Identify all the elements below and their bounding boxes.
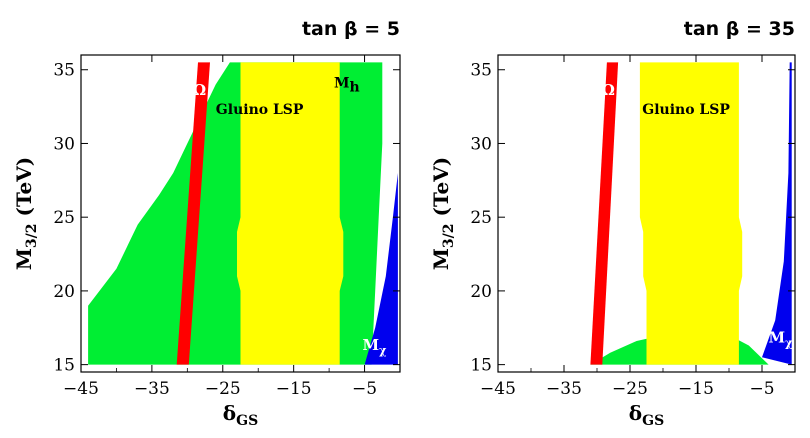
x-tick-label: −15 <box>276 379 312 399</box>
mchi-label-text: M <box>363 336 380 354</box>
x-tick-label: −5 <box>749 379 774 399</box>
x-axis-label: δGS <box>629 401 664 429</box>
gluino-label-text: Gluino LSP <box>216 102 304 118</box>
x-tick-label: −35 <box>546 379 582 399</box>
x-tick-label: −15 <box>678 379 714 399</box>
panel-title: tan β = 35 <box>684 18 795 40</box>
x-tick-label: −25 <box>205 379 241 399</box>
plot-frame <box>80 54 401 373</box>
y-axis-label-unit: (TeV) <box>429 157 453 224</box>
gluino-label: Gluino LSP <box>642 102 730 118</box>
y-tick-label: 25 <box>53 208 75 228</box>
y-axis-label: M3/2 (TeV) <box>429 157 457 270</box>
x-axis-label: δGS <box>223 401 258 429</box>
y-tick-label: 35 <box>53 61 75 81</box>
x-tick-label: −45 <box>480 379 516 399</box>
title-value: = 5 <box>364 18 400 40</box>
y-tick-label: 25 <box>470 208 492 228</box>
x-axis-label-sub: GS <box>642 413 664 429</box>
regions-group <box>590 62 792 365</box>
red-omega-band <box>590 62 619 365</box>
x-tick-label: −35 <box>134 379 170 399</box>
omega-label: Ω <box>602 81 615 99</box>
y-tick-label: 20 <box>53 282 75 302</box>
y-axis-label-main: M <box>429 248 453 270</box>
gluino-label-text: Gluino LSP <box>642 102 730 118</box>
y-axis-label: M3/2 (TeV) <box>12 157 40 270</box>
y-tick-label: 15 <box>470 356 492 376</box>
plot-frame <box>497 54 796 373</box>
mchi-label: Mχ <box>363 336 387 357</box>
red-omega-band <box>176 62 210 365</box>
mh-label: Mh <box>334 75 360 95</box>
omega-label: Ω <box>193 81 206 99</box>
mh-label-text: M <box>334 75 350 91</box>
x-tick-label: −5 <box>352 379 377 399</box>
x-tick-label: −45 <box>63 379 99 399</box>
x-axis-label-main: δ <box>629 401 642 425</box>
x-axis-label-main: δ <box>223 401 236 425</box>
omega-label-text: Ω <box>602 81 615 99</box>
y-axis-label-main: M <box>12 248 36 270</box>
y-tick-label: 35 <box>470 61 492 81</box>
title-symbol: β <box>344 18 364 40</box>
y-tick-label: 30 <box>470 134 492 154</box>
blue-mchi-region <box>762 62 792 365</box>
y-axis-label-unit: (TeV) <box>12 157 36 224</box>
x-axis-label-sub: GS <box>236 413 258 429</box>
yellow-region <box>639 62 743 365</box>
panel-title: tan β = 5 <box>302 18 400 40</box>
gluino-label: Gluino LSP <box>216 102 304 118</box>
yellow-region <box>229 62 344 365</box>
mchi-label-text: M <box>769 329 786 347</box>
y-tick-label: 20 <box>470 282 492 302</box>
y-axis-label-sub: 3/2 <box>441 223 457 248</box>
mchi-label: Mχ <box>769 329 793 350</box>
regions-group <box>88 62 398 365</box>
y-tick-label: 15 <box>53 356 75 376</box>
y-axis-label-sub: 3/2 <box>24 223 40 248</box>
blue-mchi-region <box>364 173 398 365</box>
mchi-label-sub: χ <box>379 344 386 357</box>
title-prefix: tan <box>684 18 726 40</box>
y-tick-label: 30 <box>53 134 75 154</box>
mh-label-sub: h <box>349 79 359 95</box>
omega-label-text: Ω <box>193 81 206 99</box>
title-prefix: tan <box>302 18 344 40</box>
title-value: = 35 <box>746 18 795 40</box>
title-symbol: β <box>726 18 746 40</box>
mchi-label-sub: χ <box>785 337 792 350</box>
x-tick-label: −25 <box>612 379 648 399</box>
